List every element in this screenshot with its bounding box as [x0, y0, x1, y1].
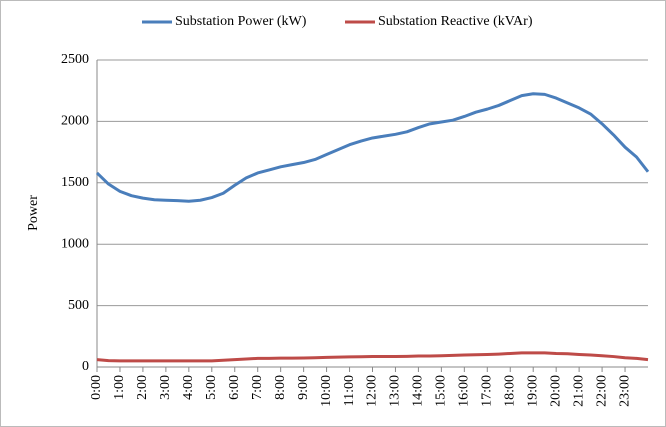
y-tick-label: 0: [82, 359, 89, 374]
y-tick-label: 1500: [61, 175, 89, 190]
x-tick-label: 19:00: [525, 375, 540, 407]
x-tick-label: 21:00: [571, 375, 586, 407]
series-line: [95, 92, 650, 203]
x-tick-label: 8:00: [273, 375, 288, 400]
legend-label: Substation Reactive (kVAr): [378, 14, 533, 29]
x-tick-label: 22:00: [594, 375, 609, 407]
y-tick-label: 500: [68, 298, 89, 313]
x-tick-label: 10:00: [319, 375, 334, 407]
x-tick-label: 20:00: [548, 375, 563, 407]
y-tick-label: 2000: [61, 114, 89, 129]
x-tick-label: 11:00: [342, 375, 357, 406]
x-tick-label: 3:00: [158, 375, 173, 400]
x-tick-label: 16:00: [457, 375, 472, 407]
x-tick-label: 2:00: [135, 375, 150, 400]
x-tick-label: 18:00: [502, 375, 517, 407]
x-tick-label: 1:00: [112, 375, 127, 400]
x-tick-label: 23:00: [617, 375, 632, 407]
series-line: [96, 351, 649, 363]
x-tick-label: 13:00: [388, 375, 403, 407]
x-tick-label: 7:00: [250, 375, 265, 400]
x-tick-label: 5:00: [204, 375, 219, 400]
y-tick-label: 2500: [61, 52, 89, 67]
x-tick-label: 12:00: [365, 375, 380, 407]
x-tick-label: 9:00: [296, 375, 311, 400]
x-tick-label: 4:00: [181, 375, 196, 400]
y-axis-label: Power: [26, 195, 41, 231]
x-tick-label: 17:00: [480, 375, 495, 407]
y-tick-label: 1000: [61, 236, 89, 251]
x-tick-label: 15:00: [434, 375, 449, 407]
x-tick-label: 14:00: [411, 375, 426, 407]
legend-label: Substation Power (kW): [175, 14, 307, 29]
x-tick-label: 6:00: [227, 375, 242, 400]
x-tick-label: 0:00: [89, 375, 104, 400]
